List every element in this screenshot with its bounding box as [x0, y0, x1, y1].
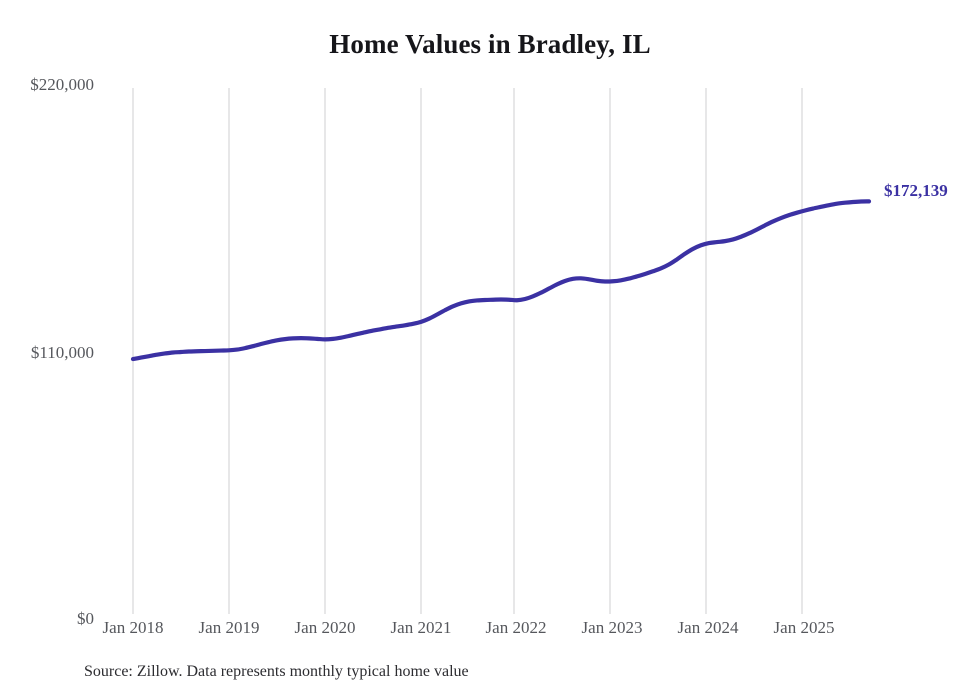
series-end-value-label: $172,139 — [884, 181, 948, 200]
chart-title: Home Values in Bradley, IL — [329, 29, 651, 59]
x-axis-tick-jan-2019: Jan 2019 — [198, 618, 260, 637]
x-axis-tick-jan-2018: Jan 2018 — [102, 618, 164, 637]
y-axis-tick-zero: $0 — [77, 609, 94, 628]
y-axis-tick-top: $220,000 — [30, 75, 94, 94]
x-axis-tick-jan-2023: Jan 2023 — [581, 618, 643, 637]
x-axis-tick-jan-2025: Jan 2025 — [773, 618, 835, 637]
x-axis-tick-jan-2024: Jan 2024 — [677, 618, 739, 637]
x-axis-tick-jan-2022: Jan 2022 — [485, 618, 547, 637]
x-axis-tick-jan-2020: Jan 2020 — [294, 618, 356, 637]
y-axis-tick-mid: $110,000 — [30, 343, 94, 362]
x-axis-tick-jan-2021: Jan 2021 — [390, 618, 452, 637]
source-caption: Source: Zillow. Data represents monthly … — [84, 663, 469, 680]
home-value-line-series — [130, 199, 872, 362]
